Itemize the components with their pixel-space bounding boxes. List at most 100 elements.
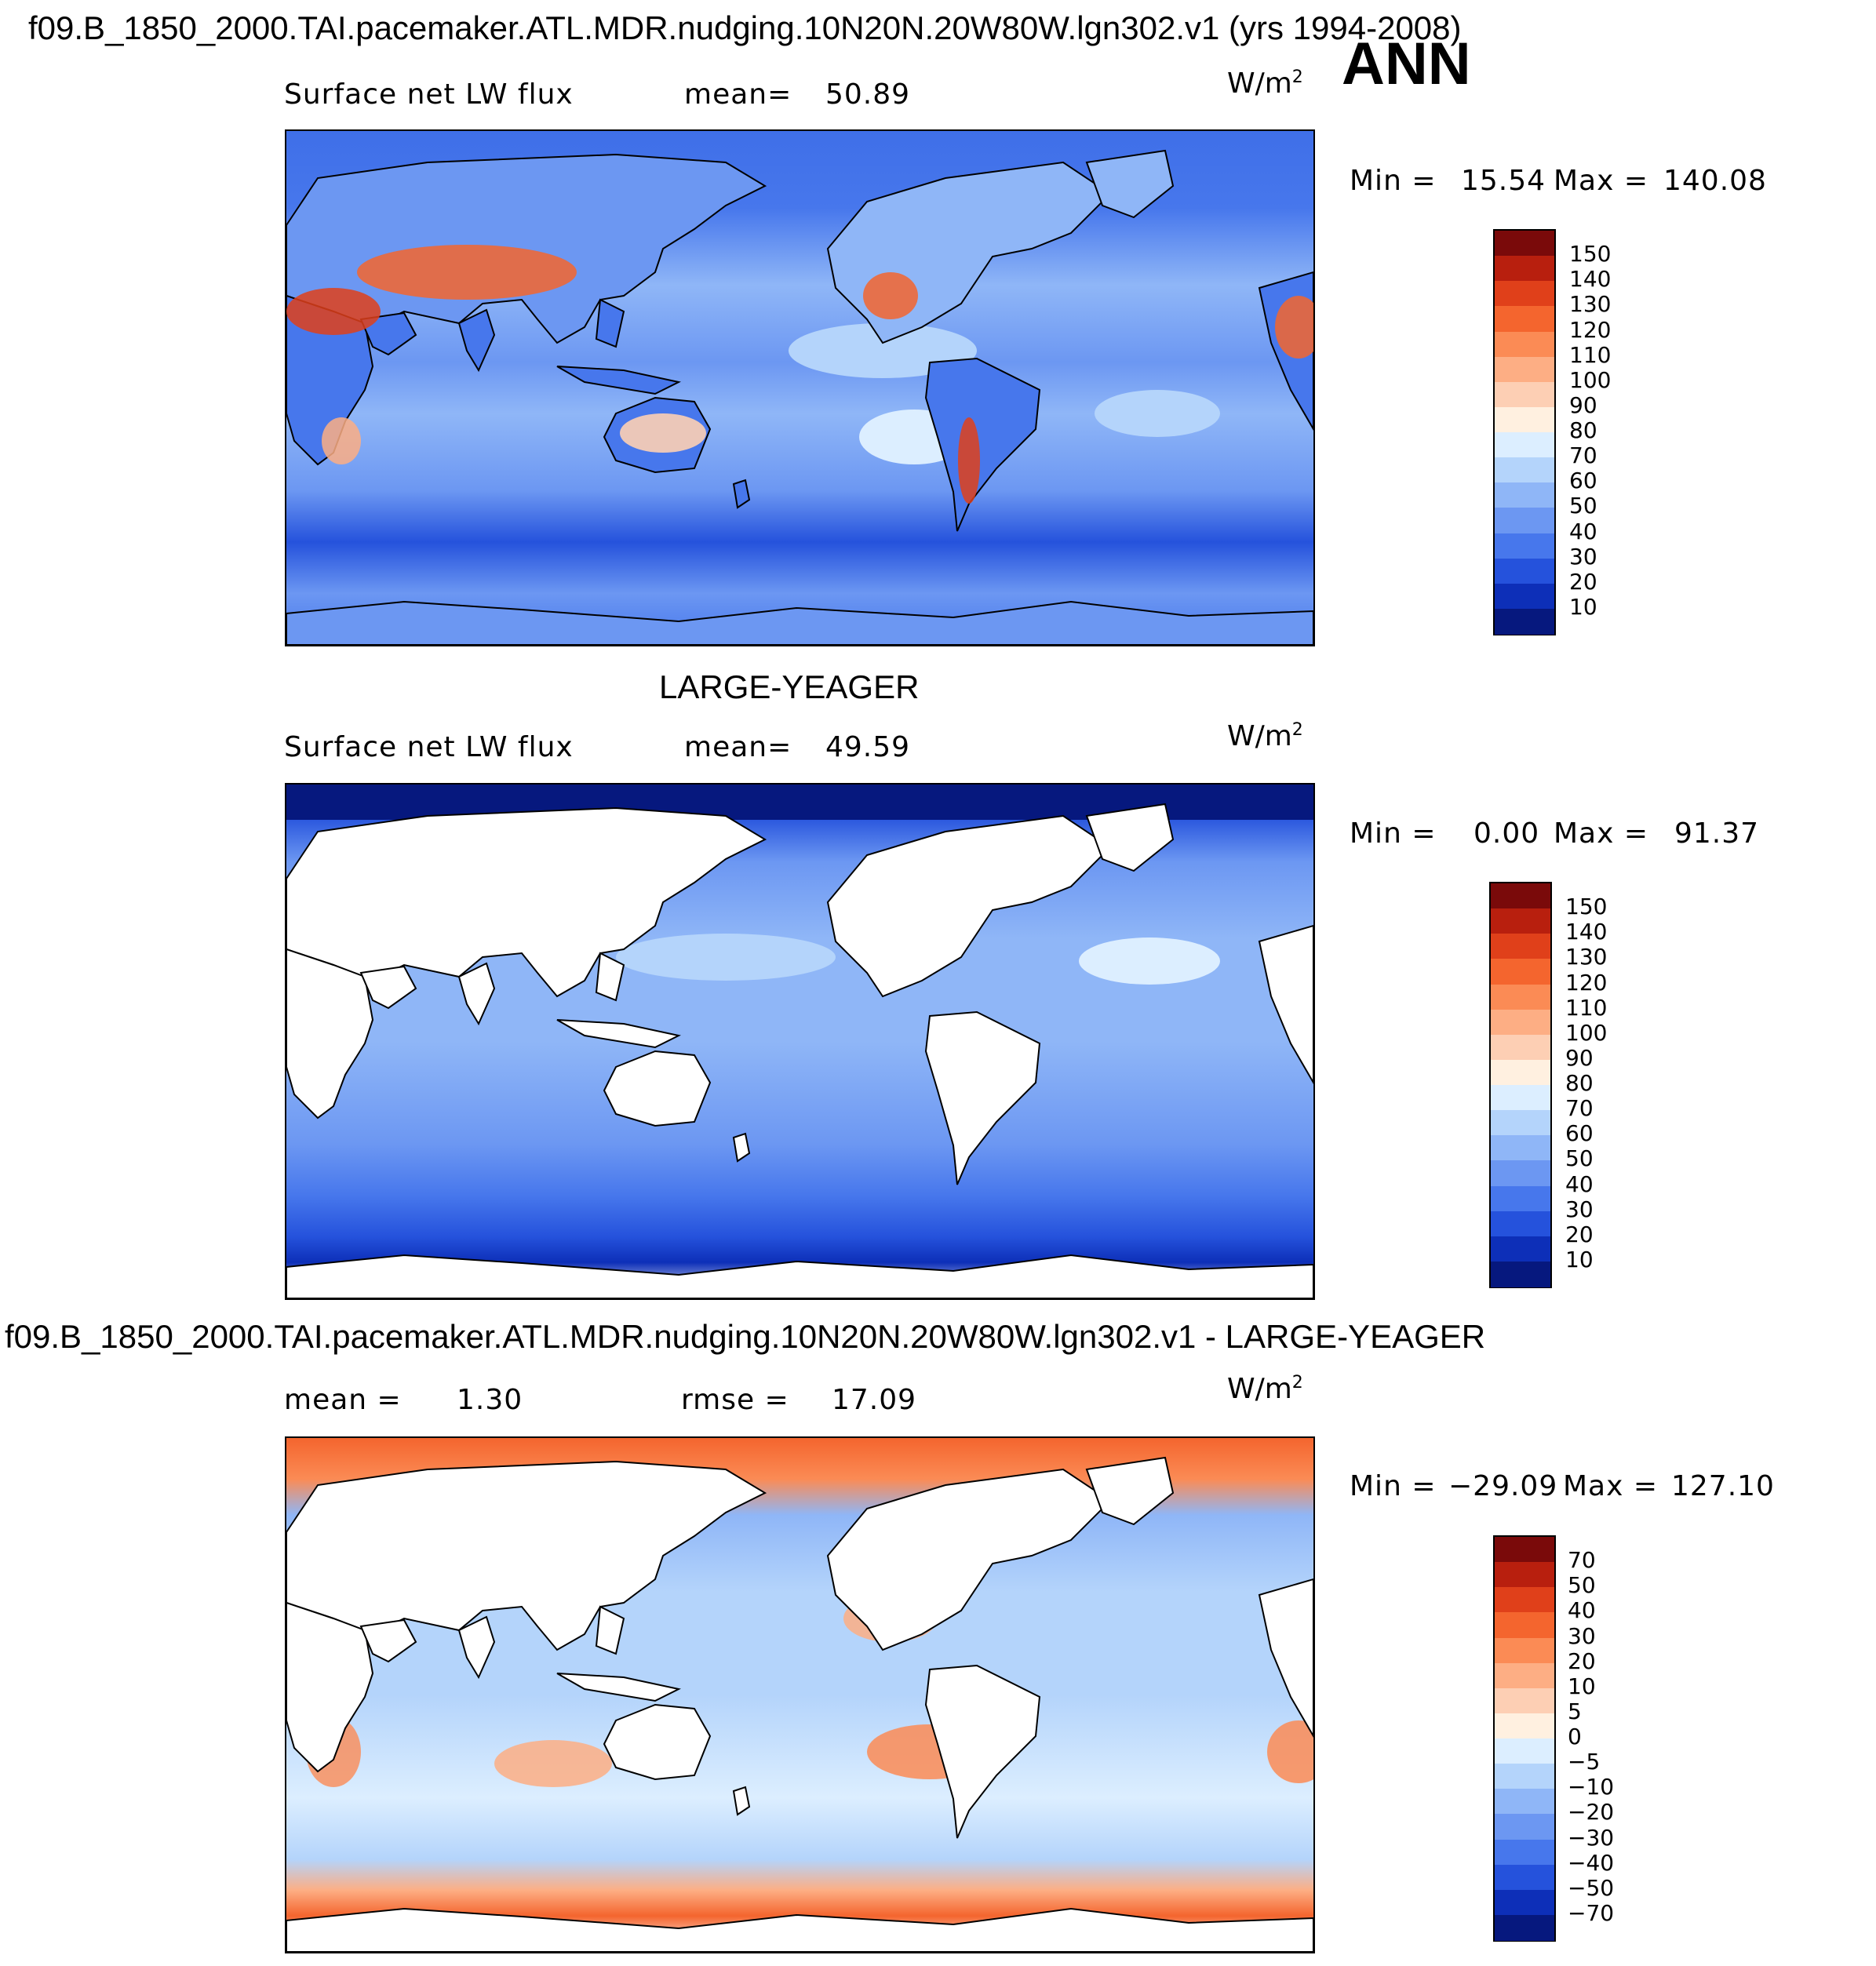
colorbar-segment — [1495, 1587, 1554, 1614]
colorbar-tick-label: 120 — [1565, 969, 1608, 996]
colorbar-tick-label: 40 — [1565, 1170, 1594, 1197]
colorbar-segment — [1495, 1889, 1554, 1917]
field-feature — [1079, 937, 1220, 985]
colorbar-segment — [1491, 1110, 1550, 1137]
panel3-units: W/m2 — [1227, 1373, 1303, 1405]
land-india — [457, 962, 496, 1026]
colorbar-segment — [1495, 1687, 1554, 1715]
field-feature — [958, 417, 980, 504]
colorbar-segment — [1495, 406, 1554, 434]
colorbar-tick-label: 20 — [1569, 568, 1597, 595]
panel1-map — [285, 129, 1315, 646]
colorbar-segment — [1495, 608, 1554, 635]
colorbar-tick-label: 90 — [1565, 1044, 1594, 1071]
colorbar-segment — [1495, 558, 1554, 585]
colorbar-segment — [1491, 1160, 1550, 1187]
colorbar-tick-label: 70 — [1569, 442, 1597, 469]
colorbar-segment — [1491, 1034, 1550, 1061]
panel2-colorbar — [1489, 882, 1552, 1288]
panel3-rmse-value: 17.09 — [832, 1384, 917, 1416]
panel3-section-title: f09.B_1850_2000.TAI.pacemaker.ATL.MDR.nu… — [5, 1318, 1486, 1355]
colorbar-tick-label: 0 — [1568, 1724, 1582, 1749]
land-australia — [603, 1703, 712, 1781]
colorbar-segment — [1495, 1612, 1554, 1639]
land-samerica — [924, 1664, 1041, 1839]
panel2-map — [285, 783, 1315, 1300]
panel2-max-label: Max = — [1554, 817, 1649, 850]
colorbar-tick-label: −20 — [1568, 1799, 1615, 1826]
colorbar-tick-label: 100 — [1569, 366, 1612, 393]
colorbar-tick-label: −70 — [1568, 1899, 1615, 1926]
colorbar-tick-label: 30 — [1565, 1196, 1594, 1222]
colorbar-segment — [1495, 1738, 1554, 1765]
panel3-max-value: 127.10 — [1671, 1470, 1775, 1502]
colorbar-tick-label: 10 — [1569, 593, 1597, 620]
colorbar-segment — [1495, 1537, 1554, 1564]
colorbar-segment — [1495, 1562, 1554, 1589]
field-feature — [1275, 296, 1313, 359]
colorbar-tick-label: −50 — [1568, 1874, 1615, 1901]
colorbar-segment — [1491, 1085, 1550, 1112]
colorbar-tick-label: 70 — [1568, 1547, 1596, 1574]
colorbar-segment — [1491, 984, 1550, 1011]
land-africaE — [1258, 1578, 1313, 1738]
colorbar-tick-label: 110 — [1569, 341, 1612, 368]
land-africaE — [1258, 924, 1313, 1084]
colorbar-segment — [1495, 256, 1554, 282]
panel3-map — [285, 1436, 1315, 1953]
land-arabia — [359, 1618, 417, 1663]
panel2-colorbar-labels: 150 140 130 120 110 100 90 80 70 60 50 40 30 20 10 — [1565, 882, 1659, 1285]
field-feature — [1267, 1720, 1313, 1783]
land-indonesia — [556, 366, 681, 395]
field-feature — [620, 413, 706, 453]
land-greenland — [1085, 149, 1175, 219]
colorbar-tick-label: 5 — [1568, 1698, 1582, 1724]
panel3-colorbar — [1493, 1535, 1556, 1942]
field-feature — [863, 272, 918, 319]
colorbar-segment — [1491, 1059, 1550, 1087]
land-greenland — [1085, 803, 1175, 872]
panel1-variable: Surface net LW flux — [284, 78, 574, 111]
season-label: ANN — [1342, 31, 1471, 97]
colorbar-segment — [1495, 306, 1554, 333]
land-africa — [286, 948, 374, 1120]
colorbar-segment — [1495, 457, 1554, 484]
colorbar-segment — [1495, 1789, 1554, 1815]
colorbar-tick-label: 40 — [1568, 1597, 1596, 1624]
colorbar-tick-label: −10 — [1568, 1774, 1615, 1800]
panel2-min-value: 0.00 — [1473, 817, 1540, 850]
colorbar-segment — [1495, 356, 1554, 384]
colorbar-segment — [1495, 508, 1554, 534]
colorbar-segment — [1491, 908, 1550, 935]
land-nz — [732, 479, 751, 509]
colorbar-segment — [1495, 1662, 1554, 1690]
panel2-section-title: LARGE-YEAGER — [659, 668, 920, 705]
panel3-colorbar-labels: 70 50 40 30 20 10 5 0 −5 −10 −20 −30 −40 −50 −70 — [1568, 1535, 1670, 1939]
colorbar-tick-label: 140 — [1569, 266, 1612, 293]
land-namerica — [826, 1468, 1112, 1651]
colorbar-segment — [1495, 1713, 1554, 1740]
colorbar-tick-label: 150 — [1565, 894, 1608, 920]
colorbar-segment — [1495, 1839, 1554, 1866]
colorbar-tick-label: −30 — [1568, 1824, 1615, 1851]
panel3-rmse-label: rmse = — [681, 1384, 789, 1416]
panel1-colorbar — [1493, 229, 1556, 635]
land-africa — [286, 1601, 374, 1773]
land-greenland — [1085, 1456, 1175, 1526]
colorbar-segment — [1491, 934, 1550, 960]
panel1-min-value: 15.54 — [1461, 165, 1546, 197]
colorbar-tick-label: 130 — [1565, 944, 1608, 970]
colorbar-tick-label: 30 — [1568, 1622, 1596, 1649]
colorbar-tick-label: 70 — [1565, 1095, 1594, 1122]
land-indonesia — [556, 1673, 681, 1702]
colorbar-tick-label: 50 — [1569, 493, 1597, 519]
colorbar-tick-label: 100 — [1565, 1019, 1608, 1046]
panel3-min-label: Min = — [1350, 1470, 1437, 1502]
colorbar-tick-label: 150 — [1569, 241, 1612, 268]
colorbar-tick-label: 20 — [1565, 1221, 1594, 1247]
field-feature — [1095, 390, 1220, 437]
colorbar-segment — [1495, 1764, 1554, 1790]
colorbar-tick-label: 60 — [1569, 468, 1597, 494]
land-india — [457, 1615, 496, 1680]
land-namerica — [826, 814, 1112, 998]
